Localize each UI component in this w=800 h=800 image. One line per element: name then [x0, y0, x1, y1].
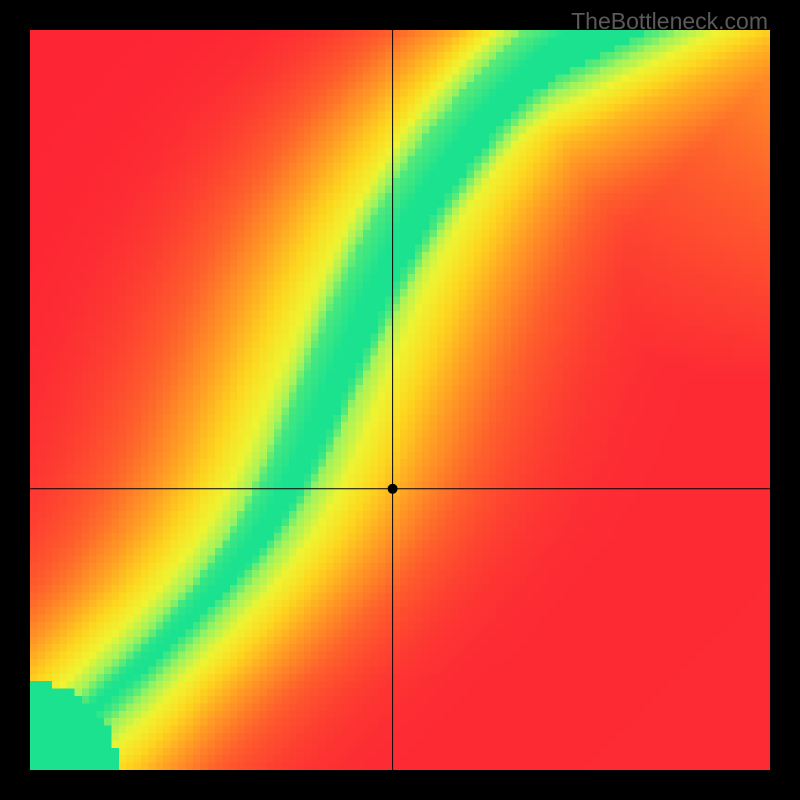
crosshair-marker: [388, 484, 398, 494]
crosshair-overlay: [30, 30, 770, 770]
watermark-text: TheBottleneck.com: [571, 8, 768, 35]
plot-area: [30, 30, 770, 770]
chart-frame: TheBottleneck.com: [0, 0, 800, 800]
